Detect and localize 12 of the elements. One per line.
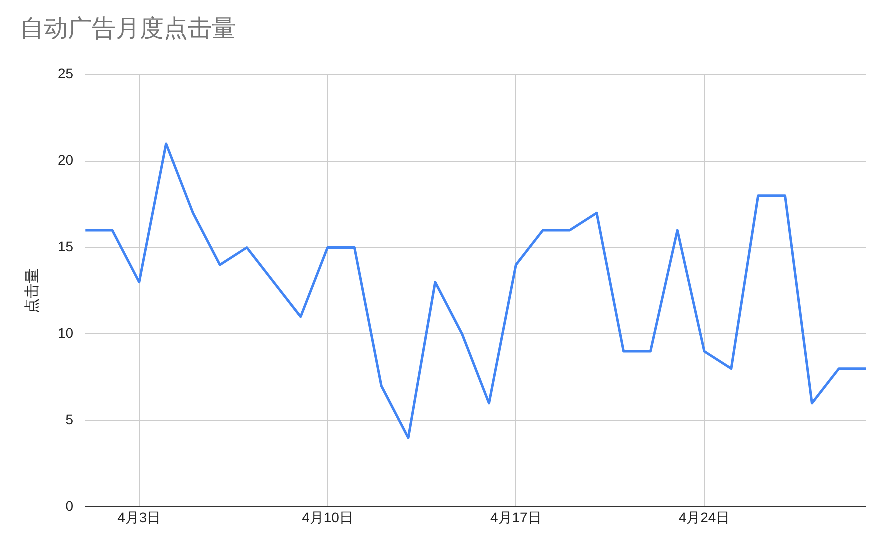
y-tick-label: 20 [58, 152, 74, 168]
y-tick-label: 10 [58, 325, 74, 342]
y-tick-label: 5 [66, 412, 74, 428]
x-tick-label: 4月10日 [302, 509, 354, 526]
y-tick-label: 25 [58, 66, 74, 82]
y-tick-label: 0 [66, 498, 74, 514]
chart-title: 自动广告月度点击量 [20, 14, 236, 43]
x-tick-label: 4月17日 [490, 509, 542, 526]
x-tick-label: 4月24日 [678, 509, 730, 526]
x-tick-label: 4月3日 [118, 509, 162, 526]
y-axis-title: 点击量 [24, 268, 42, 314]
y-tick-label: 15 [58, 238, 74, 255]
